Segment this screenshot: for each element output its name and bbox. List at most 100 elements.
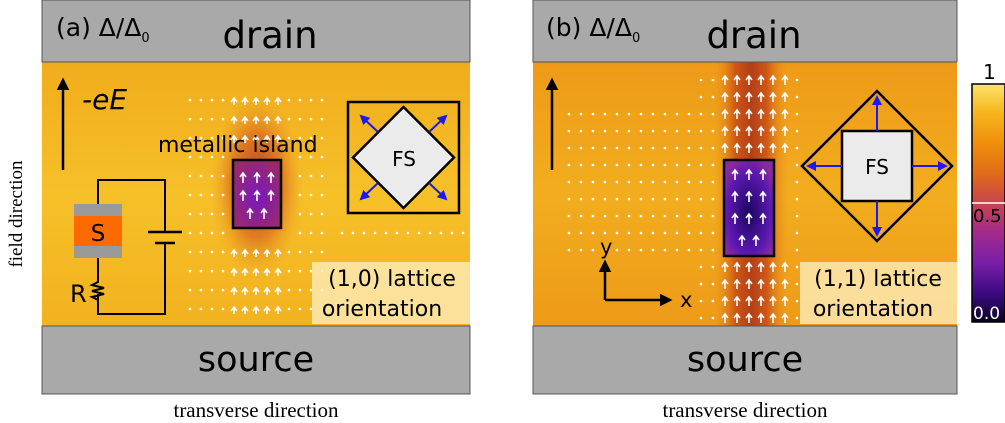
field-dot [567, 197, 571, 201]
field-arrow [769, 261, 777, 272]
field-arrow [745, 125, 753, 136]
source-electrode-b [532, 325, 958, 395]
field-dot [711, 78, 715, 82]
field-arrow [274, 96, 282, 105]
field-dot [795, 163, 799, 167]
field-arrow [759, 212, 767, 224]
field-dot [615, 231, 619, 235]
field-dot [687, 129, 691, 133]
field-dot [687, 163, 691, 167]
field-dot [221, 174, 225, 178]
field-dot [675, 214, 679, 218]
field-dot [627, 214, 631, 218]
field-arrow [733, 312, 741, 323]
field-dot [651, 146, 655, 150]
field-arrow [721, 142, 729, 153]
field-dot [199, 193, 203, 197]
field-dot [287, 98, 291, 102]
field-dot [221, 136, 225, 140]
field-dot [579, 248, 583, 252]
field-dot [287, 250, 291, 254]
field-dot [795, 214, 799, 218]
field-dot [406, 231, 410, 235]
field-dot [210, 174, 214, 178]
colorbar: 1 0.5 0.0 [971, 60, 1005, 324]
field-arrow [733, 74, 741, 85]
field-arrow [745, 108, 753, 119]
fermi-surface-diamond-b [800, 89, 954, 243]
drain-label-b: drain [706, 14, 801, 57]
field-dot [221, 155, 225, 159]
field-arrow [757, 108, 765, 119]
field-dot [675, 197, 679, 201]
vector-field-b [567, 74, 799, 323]
field-dot [579, 146, 583, 150]
field-arrow [239, 171, 247, 183]
field-dot [567, 163, 571, 167]
field-dot [287, 136, 291, 140]
panel-a: drain (a) Δ/Δ0 source -eE metallic islan… [41, 0, 471, 422]
field-dot [699, 316, 703, 320]
field-dot [795, 282, 799, 286]
field-dot [579, 197, 583, 201]
orientation-line1-a: (1,0) lattice [328, 267, 456, 292]
field-dot [395, 231, 399, 235]
field-dot [567, 214, 571, 218]
fs-blue-arrows-a [359, 114, 448, 201]
field-arrow [733, 278, 741, 289]
field-dot [320, 117, 324, 121]
field-dot [287, 269, 291, 273]
field-dot [591, 180, 595, 184]
field-dot [699, 231, 703, 235]
field-dot [651, 248, 655, 252]
orientation-box-a [312, 262, 470, 324]
field-dot [687, 112, 691, 116]
field-dot [309, 117, 313, 121]
field-arrow [241, 267, 249, 276]
field-arrow [769, 278, 777, 289]
field-dot [567, 248, 571, 252]
field-dot [651, 112, 655, 116]
orientation-line1-b: (1,1) lattice [814, 267, 942, 292]
resistor-label: R [70, 280, 87, 308]
field-arrow [230, 96, 238, 105]
field-dot [627, 163, 631, 167]
field-arrow [252, 115, 260, 124]
field-arrow [252, 286, 260, 295]
fs-label-b: FS [865, 155, 889, 179]
field-arrow [757, 295, 765, 306]
field-dot [639, 163, 643, 167]
field-arrow [745, 168, 753, 180]
field-dot [298, 307, 302, 311]
drain-electrode-a [41, 0, 471, 63]
field-dot [603, 146, 607, 150]
field-arrow [721, 295, 729, 306]
field-dot [320, 174, 324, 178]
field-arrow [769, 295, 777, 306]
field-dot [461, 231, 465, 235]
field-dot [287, 117, 291, 121]
field-dot [627, 197, 631, 201]
field-arrow [757, 91, 765, 102]
field-arrow [274, 286, 282, 295]
island-arrows-b [731, 168, 767, 246]
field-dot [199, 231, 203, 235]
field-dot [591, 214, 595, 218]
field-arrow [757, 278, 765, 289]
field-dot [795, 265, 799, 269]
field-dot [699, 112, 703, 116]
field-dot [687, 214, 691, 218]
field-dot [711, 197, 715, 201]
field-arrow [252, 267, 260, 276]
field-arrow [769, 125, 777, 136]
field-dot [320, 193, 324, 197]
field-arrow [274, 248, 282, 257]
superconductor-label: S [91, 221, 106, 247]
field-dot [795, 146, 799, 150]
field-arrow [263, 96, 271, 105]
field-dot [188, 136, 192, 140]
field-arrow [731, 212, 739, 224]
orientation-line2-b: orientation [813, 297, 933, 322]
field-dot [309, 269, 313, 273]
field-dot [651, 197, 655, 201]
